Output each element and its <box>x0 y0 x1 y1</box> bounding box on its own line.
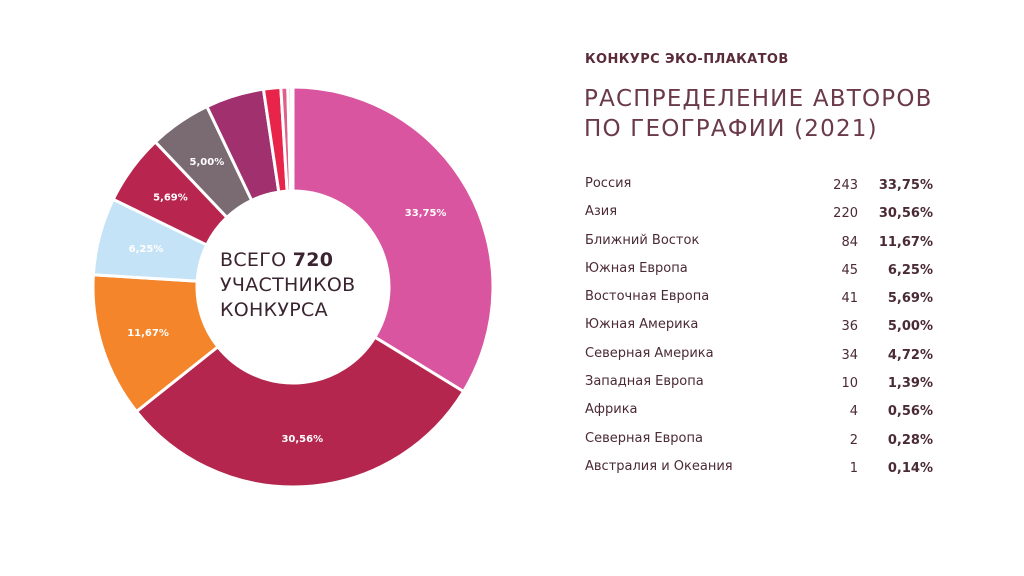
title-line-2: ПО ГЕОГРАФИИ (2021) <box>584 116 878 142</box>
legend-row: Северная Америка 34 4,72% <box>585 342 937 370</box>
donut-slice <box>291 85 495 394</box>
legend-row: Южная Европа 45 6,25% <box>585 257 937 285</box>
legend-region-name: Западная Европа <box>585 374 704 390</box>
legend-region-name: Азия <box>585 204 618 220</box>
legend-region-name: Австралия и Океания <box>585 458 733 474</box>
page-title: РАСПРЕДЕЛЕНИЕ АВТОРОВ ПО ГЕОГРАФИИ (2021… <box>584 84 933 144</box>
center-total: 720 <box>292 249 334 271</box>
legend-row: Южная Америка 36 5,00% <box>585 313 937 341</box>
donut-center-label: ВСЕГО 720 УЧАСТНИКОВ КОНКУРСА <box>220 248 390 323</box>
slice-percent-label: 5,69% <box>153 193 188 204</box>
donut-slice <box>134 335 466 489</box>
legend-count: 2 <box>849 432 858 448</box>
slice-percent-label: 33,75% <box>405 208 447 219</box>
legend-row: Северная Европа 2 0,28% <box>585 427 937 455</box>
legend-region-name: Африка <box>585 402 638 418</box>
legend-count: 4 <box>849 404 858 420</box>
legend-count: 10 <box>841 376 858 392</box>
donut-slice <box>289 85 295 193</box>
legend-percent: 1,39% <box>887 376 933 392</box>
slice-percent-label: 11,67% <box>127 328 169 339</box>
legend-region-name: Восточная Европа <box>585 289 710 305</box>
legend-count: 41 <box>841 291 858 307</box>
legend-count: 36 <box>841 319 858 335</box>
legend-region-name: Ближний Восток <box>585 232 700 248</box>
legend-region-name: Южная Европа <box>585 260 688 276</box>
legend-count: 243 <box>833 178 858 193</box>
legend-row: Азия 220 30,56% <box>585 200 937 228</box>
legend-row: Африка 4 0,56% <box>585 398 937 426</box>
legend-percent: 30,56% <box>878 206 933 222</box>
title-line-1: РАСПРЕДЕЛЕНИЕ АВТОРОВ <box>584 86 933 112</box>
legend-row: Австралия и Океания 1 0,14% <box>585 455 937 483</box>
center-prefix: ВСЕГО <box>220 249 293 271</box>
legend-row: Россия 243 33,75% <box>585 172 937 200</box>
legend-row: Ближний Восток 84 11,67% <box>585 229 937 257</box>
legend-percent: 4,72% <box>887 347 933 363</box>
legend-percent: 11,67% <box>878 234 933 250</box>
legend-count: 84 <box>841 234 858 250</box>
slice-percent-label: 6,25% <box>129 244 164 255</box>
legend-row: Западная Европа 10 1,39% <box>585 370 937 398</box>
center-line2: УЧАСТНИКОВ <box>220 274 356 296</box>
legend-row: Восточная Европа 41 5,69% <box>585 285 937 313</box>
legend-percent: 5,00% <box>887 319 933 335</box>
legend-percent: 5,69% <box>887 291 933 307</box>
legend-region-name: Россия <box>585 176 632 191</box>
legend-count: 220 <box>833 206 858 222</box>
legend-region-name: Северная Европа <box>585 430 703 446</box>
legend-count: 45 <box>841 262 858 278</box>
kicker-title: КОНКУРС ЭКО-ПЛАКАТОВ <box>585 52 789 67</box>
legend-count: 1 <box>849 460 858 476</box>
center-line3: КОНКУРСА <box>220 299 328 321</box>
legend-percent: 0,28% <box>887 432 933 448</box>
legend-region-name: Северная Америка <box>585 345 714 361</box>
legend-region-name: Южная Америка <box>585 317 699 333</box>
legend-percent: 6,25% <box>887 262 933 278</box>
slice-percent-label: 5,00% <box>190 157 225 168</box>
legend-percent: 0,56% <box>887 404 933 420</box>
legend-count: 34 <box>841 347 858 363</box>
legend-percent: 0,14% <box>887 460 933 476</box>
legend-percent: 33,75% <box>878 178 933 193</box>
legend-table: Россия 243 33,75% Азия 220 30,56% Ближний Вост… <box>585 172 937 483</box>
slice-percent-label: 30,56% <box>281 434 323 445</box>
